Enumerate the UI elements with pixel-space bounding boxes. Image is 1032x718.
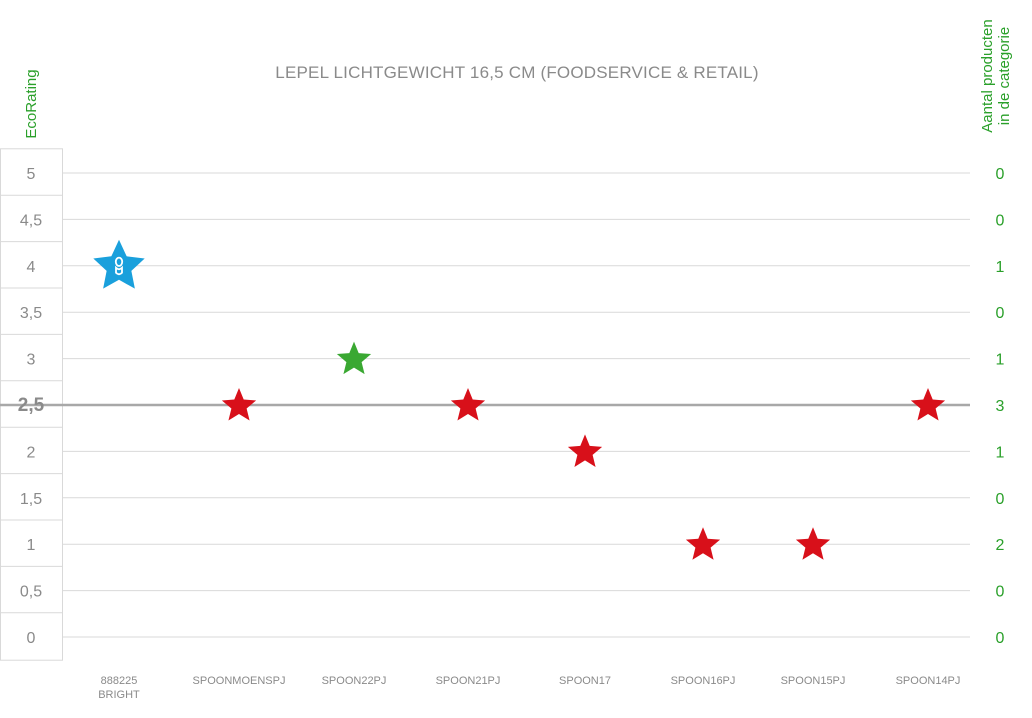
left-axis-title: EcoRating — [23, 69, 40, 138]
right-axis-title: Aantal producten in de categorie — [979, 19, 1013, 132]
left-tick-label: 3 — [27, 352, 36, 369]
spoon-logo-icon — [114, 256, 124, 267]
left-tick-label: 3,5 — [20, 305, 42, 322]
gridlines — [62, 172, 970, 638]
data-point-star — [450, 388, 486, 421]
data-point-star — [221, 388, 257, 421]
data-point-star — [567, 434, 603, 467]
right-axis-counts: 0 0 2 0 1 3 1 0 1 0 0 — [996, 166, 1005, 647]
right-axis-label-line: in de categorie — [996, 27, 1013, 125]
left-tick-label: 2 — [27, 444, 36, 461]
left-tick-label: 5 — [27, 166, 36, 183]
x-tick-label: SPOON14PJ — [896, 675, 961, 687]
x-tick-label: SPOONMOENSPJ — [193, 675, 286, 687]
right-count-label: 0 — [996, 630, 1005, 647]
left-tick-label: 2,5 — [18, 395, 45, 416]
data-point-star — [795, 527, 831, 560]
star-marker — [685, 527, 721, 560]
right-count-label: 0 — [996, 584, 1005, 601]
x-tick-label: SPOON17 — [559, 675, 611, 687]
right-count-label: 0 — [996, 166, 1005, 183]
right-count-label: 1 — [996, 352, 1005, 369]
right-count-label: 3 — [996, 398, 1005, 415]
x-tick-label: BRIGHT — [98, 689, 140, 701]
left-tick-label: 1 — [27, 537, 36, 554]
right-count-label: 2 — [996, 537, 1005, 554]
x-tick-label: SPOON22PJ — [322, 675, 387, 687]
x-axis-labels: 888225 BRIGHT SPOONMOENSPJ SPOON22PJ SPOON21… — [98, 675, 960, 701]
right-count-label: 0 — [996, 491, 1005, 508]
star-marker — [910, 388, 946, 421]
spoon-logo-icon-lower — [115, 265, 123, 276]
star-marker — [450, 388, 486, 421]
data-point-star — [910, 388, 946, 421]
left-axis-ticks: 0 0,5 1 1,5 2 2,5 3 3,5 4 4,5 5 — [18, 166, 45, 647]
data-points — [93, 239, 946, 560]
right-count-label: 0 — [996, 305, 1005, 322]
star-marker — [93, 239, 145, 289]
right-count-label: 1 — [996, 259, 1005, 276]
x-tick-label: SPOON15PJ — [781, 675, 846, 687]
left-tick-label: 1,5 — [20, 491, 42, 508]
right-count-label: 0 — [996, 212, 1005, 229]
x-tick-label: SPOON21PJ — [436, 675, 501, 687]
data-point-star — [336, 341, 372, 375]
chart-title: LEPEL LICHTGEWICHT 16,5 CM (FOODSERVICE … — [275, 63, 758, 82]
left-tick-label: 4 — [27, 259, 36, 276]
right-axis-label-line: Aantal producten — [979, 19, 996, 132]
star-marker — [567, 434, 603, 467]
right-count-label: 1 — [996, 444, 1005, 461]
left-axis-label: EcoRating — [23, 69, 40, 138]
left-tick-label: 4,5 — [20, 212, 42, 229]
left-tick-label: 0 — [27, 630, 36, 647]
left-tick-label: 0,5 — [20, 584, 42, 601]
star-marker — [221, 388, 257, 421]
star-marker — [336, 341, 372, 375]
x-tick-label: 888225 — [101, 675, 138, 687]
star-marker — [795, 527, 831, 560]
data-point-star-highlight — [93, 239, 145, 289]
data-point-star — [685, 527, 721, 560]
x-tick-label: SPOON16PJ — [671, 675, 736, 687]
